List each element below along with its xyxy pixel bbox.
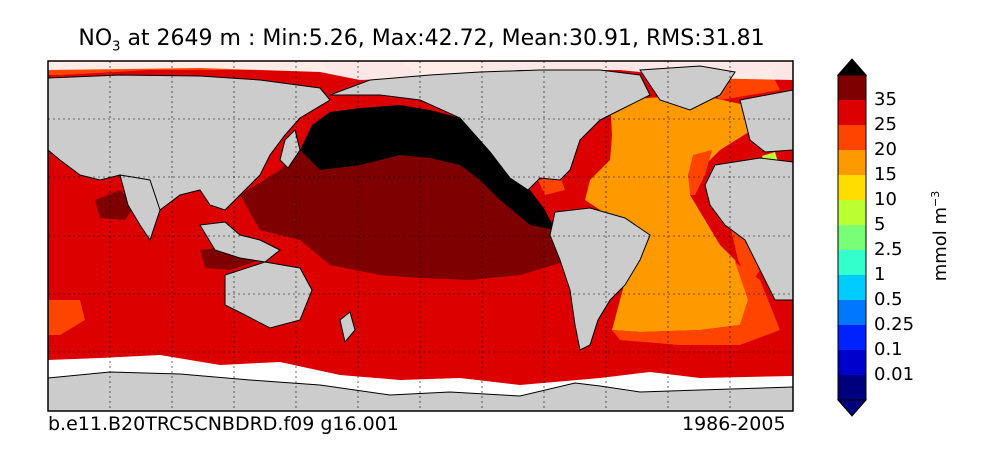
arctic-ice <box>48 61 793 80</box>
colorbar-tick-label: 2.5 <box>874 239 903 260</box>
asia <box>48 74 331 211</box>
period-label: 1986-2005 <box>682 413 786 435</box>
colorbar-tick-label: 0.25 <box>874 314 915 335</box>
colorbar-over-arrow <box>836 58 868 76</box>
run-id-label: b.e11.B20TRC5CNBDRD.f09 g16.001 <box>48 413 399 435</box>
colorbar-swatch <box>838 275 866 300</box>
colorbar-tick-label: 5 <box>874 214 886 235</box>
colorbar-swatch <box>838 150 866 175</box>
colorbar-tick-label: 0.1 <box>874 339 903 360</box>
india <box>119 174 161 242</box>
caribbean-patch <box>538 176 565 195</box>
map-grid <box>48 61 793 411</box>
atlantic-coast-patch <box>688 150 712 195</box>
australia <box>224 261 313 329</box>
colorbar-tick-label: 20 <box>874 139 897 160</box>
japan <box>279 129 301 169</box>
colorbar-swatch <box>838 375 866 400</box>
colorbar-tick-label: 10 <box>874 189 897 210</box>
colorbar-swatch <box>838 350 866 375</box>
indonesia <box>199 221 281 263</box>
africa <box>704 157 793 301</box>
colorbar-tick-label: 15 <box>874 164 897 185</box>
colorbar-swatch <box>838 175 866 200</box>
colorbar-tick-label: 35 <box>874 89 897 110</box>
plot-title: NO3 at 2649 m : Min:5.26, Max:42.72, Mea… <box>78 26 765 55</box>
map-panel <box>48 61 793 411</box>
south-atlantic-strip <box>730 225 760 285</box>
colorbar-swatch <box>838 325 866 350</box>
colorbar-frame <box>837 74 867 401</box>
colorbar-swatch <box>838 75 866 100</box>
indian-ocean-dark-patch <box>95 190 135 220</box>
colorbar-tick-label: 0.5 <box>874 289 903 310</box>
colorbar-swatch <box>838 125 866 150</box>
colorbar-tick-label: 0.01 <box>874 364 915 385</box>
north-pacific-max-region <box>300 105 555 230</box>
colorbar-swatch <box>838 200 866 225</box>
colorbar-swatch <box>838 100 866 125</box>
atlantic-south-patch <box>612 262 780 345</box>
colorbar-swatch <box>838 300 866 325</box>
colorbar-tick-label: 1 <box>874 264 886 285</box>
greenland <box>639 65 736 111</box>
colorbar-swatch <box>838 225 866 250</box>
colorbar <box>836 58 868 417</box>
europe <box>739 89 793 153</box>
new-zealand <box>339 311 356 344</box>
colorbar-unit-label: mmol m−3 <box>929 190 951 282</box>
indian-ocean-west-patch <box>48 300 85 335</box>
map-frame <box>47 60 794 412</box>
colorbar-under-arrow <box>836 399 868 417</box>
south-america <box>549 207 651 351</box>
north-america <box>329 69 651 191</box>
colorbar-tick-label: 25 <box>874 114 897 135</box>
colorbar-swatch <box>838 250 866 275</box>
